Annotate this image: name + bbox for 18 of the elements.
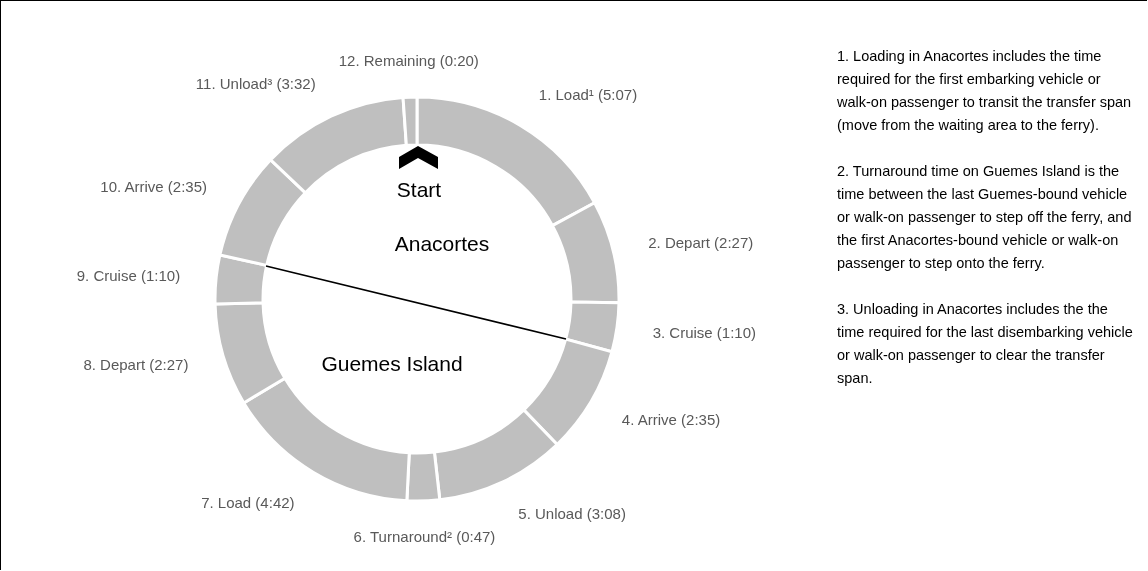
slice-label: 1. Load¹ (5:07)	[538, 85, 638, 103]
text: 3. Unloading in Anacortes includes the the time required for the last disembarking vehicle or walk-on passenger to clear the transfer span.	[837, 300, 1134, 388]
text: Anacortes	[394, 232, 490, 256]
slice-label: 10. Arrive (2:35)	[100, 177, 208, 195]
text: 1. Loading in Anacortes includes the time required for the first embarking vehicle or walk-on passenger to transit the transfer span (move from the waiting area to the ferry).	[837, 47, 1133, 135]
text: Start	[396, 178, 442, 202]
text: Guemes Island	[321, 352, 463, 376]
slice-label: 8. Depart (2:27)	[83, 356, 189, 374]
slice-label: 3. Cruise (1:10)	[652, 323, 756, 341]
slice-label: 9. Cruise (1:10)	[76, 266, 181, 284]
slice-label: 7. Load (4:42)	[201, 494, 295, 512]
slice-label: 6. Turnaround² (0:47)	[353, 527, 496, 545]
slice-label: 4. Arrive (2:35)	[621, 411, 721, 429]
slice-label: 5. Unload (3:08)	[518, 505, 626, 523]
text: 2. Turnaround time on Guemes Island is the time between the last Guemes-bound vehicle or walk-on passenger to step off the ferry, and the first Anacortes-bound vehicle or walk-on passenger to step onto the ferry.	[837, 162, 1133, 273]
slice-label: 11. Unload³ (3:32)	[195, 74, 316, 92]
slice-label: 2. Depart (2:27)	[648, 233, 754, 251]
slice-label: 12. Remaining (0:20)	[338, 52, 479, 70]
